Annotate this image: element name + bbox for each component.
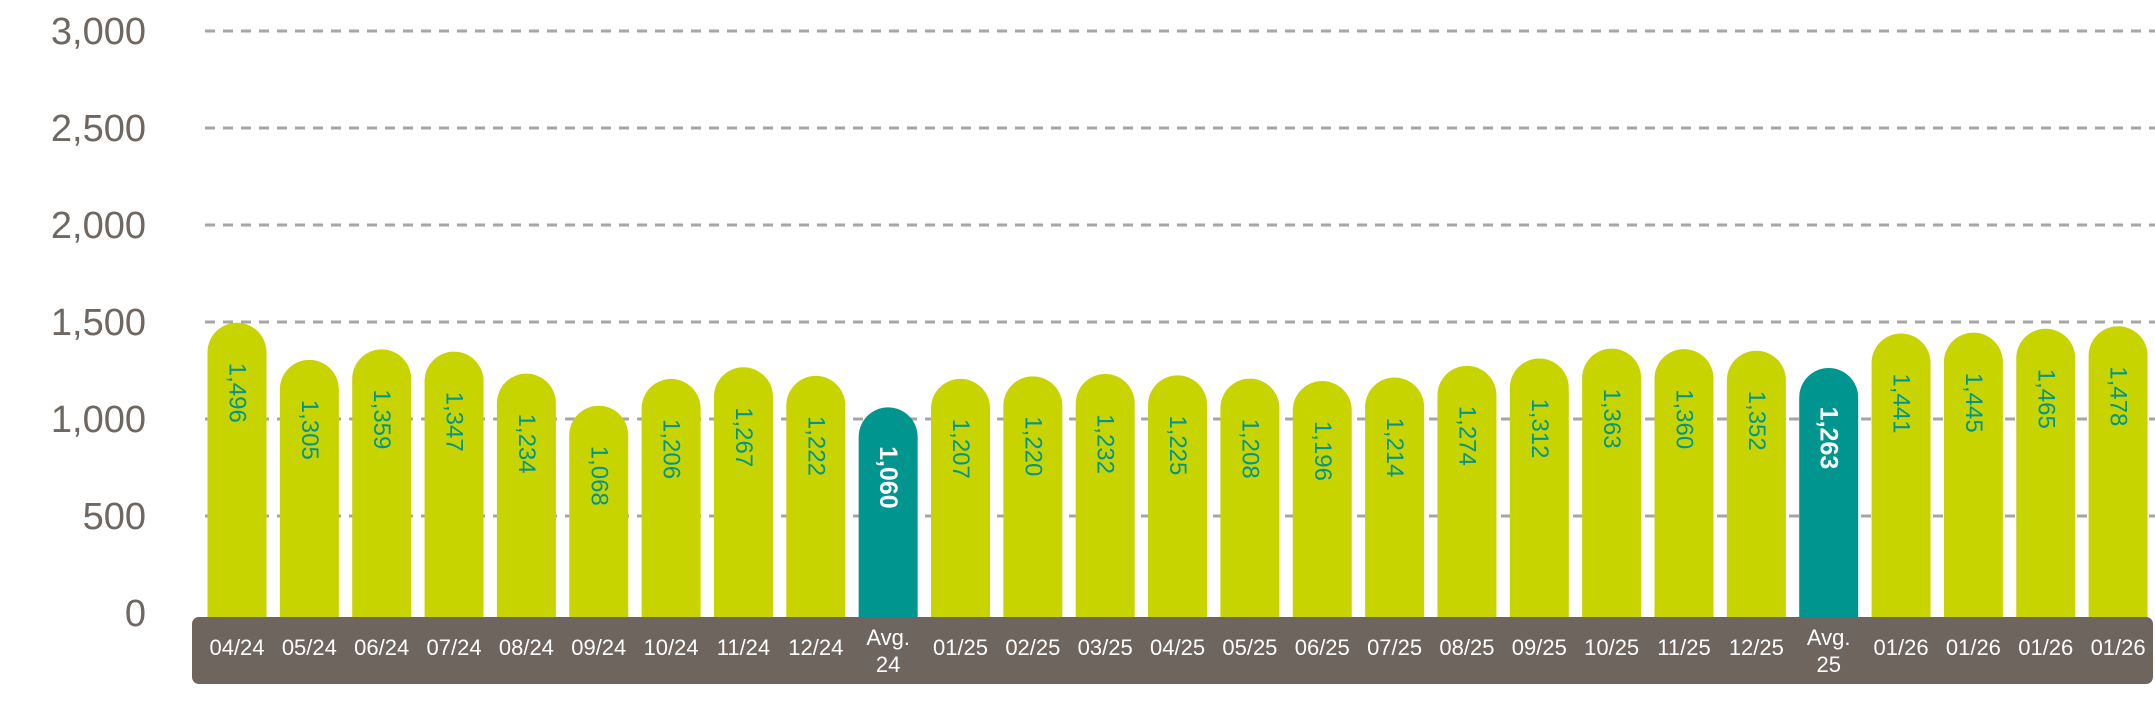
bar-value-label: 1,060 bbox=[874, 446, 902, 509]
bar-value-label: 1,465 bbox=[2032, 369, 2059, 429]
x-category-label: 09/24 bbox=[571, 635, 626, 660]
bar-value-labels: 1,496 1,305 1,359 1,347 1,234 1,068 1,206 1,267… bbox=[224, 363, 2132, 509]
bar-26 bbox=[2088, 326, 2148, 617]
x-category-label: 07/24 bbox=[427, 635, 482, 660]
bar-value-label: 1,214 bbox=[1381, 417, 1408, 477]
bar-value-label: 1,225 bbox=[1164, 415, 1191, 475]
bar-19 bbox=[1582, 348, 1642, 617]
x-category-label: 05/24 bbox=[282, 635, 337, 660]
bar-13 bbox=[1148, 375, 1208, 617]
bars bbox=[207, 322, 2148, 617]
bar-value-label: 1,478 bbox=[2105, 366, 2132, 426]
bar-value-label: 1,263 bbox=[1815, 407, 1843, 470]
y-tick-label: 500 bbox=[83, 496, 146, 538]
bar-5 bbox=[569, 405, 629, 617]
bar-value-label: 1,222 bbox=[802, 416, 829, 476]
bar-2 bbox=[352, 349, 412, 617]
bar-16 bbox=[1365, 377, 1425, 617]
category-band bbox=[192, 617, 2153, 684]
x-category-label: 11/24 bbox=[717, 635, 770, 660]
y-tick-label: 1,000 bbox=[51, 399, 146, 441]
x-category-label: Avg. bbox=[1807, 625, 1851, 650]
bar-1 bbox=[279, 359, 339, 617]
bar-25 bbox=[2016, 328, 2076, 617]
bar-value-label: 1,360 bbox=[1671, 389, 1698, 449]
bar-value-label: 1,232 bbox=[1092, 414, 1119, 474]
x-category-label: 07/25 bbox=[1367, 635, 1422, 660]
bar-9 bbox=[858, 407, 918, 617]
x-category-label: 05/25 bbox=[1222, 635, 1277, 660]
bar-value-label: 1,359 bbox=[368, 389, 395, 449]
bar-23 bbox=[1871, 333, 1931, 617]
bar-value-label: 1,496 bbox=[224, 363, 251, 423]
bar-17 bbox=[1437, 365, 1497, 617]
bar-value-label: 1,441 bbox=[1888, 373, 1915, 433]
bar-12 bbox=[1075, 373, 1135, 617]
bar-4 bbox=[496, 373, 556, 617]
x-category-label: 06/25 bbox=[1295, 635, 1350, 660]
x-category-label: 06/24 bbox=[354, 635, 409, 660]
x-category-label: 25 bbox=[1816, 652, 1840, 677]
bar-10 bbox=[931, 378, 990, 617]
bar-6 bbox=[641, 379, 701, 617]
bar-value-label: 1,234 bbox=[513, 414, 540, 474]
y-tick-label: 2,000 bbox=[51, 205, 146, 247]
x-category-label: 24 bbox=[876, 652, 900, 677]
x-category-label: 08/24 bbox=[499, 635, 554, 660]
x-category-label: Avg. bbox=[866, 625, 910, 650]
x-axis-category-labels: 04/24 05/24 06/24 07/24 08/24 09/24 10/24 11/24… bbox=[209, 625, 2145, 677]
bar-0 bbox=[207, 322, 267, 617]
bar-value-label: 1,267 bbox=[730, 407, 757, 467]
bar-value-label: 1,312 bbox=[1526, 398, 1553, 458]
bar-15 bbox=[1292, 380, 1352, 617]
bar-value-label: 1,274 bbox=[1453, 406, 1480, 466]
x-category-label: 08/25 bbox=[1439, 635, 1494, 660]
bar-11 bbox=[1003, 376, 1063, 617]
bar-7 bbox=[713, 367, 773, 617]
bar-8 bbox=[786, 375, 846, 617]
x-category-label: 01/26 bbox=[2018, 635, 2073, 660]
x-category-label: 12/24 bbox=[788, 635, 843, 660]
x-category-label: 09/25 bbox=[1512, 635, 1567, 660]
bar-3 bbox=[424, 351, 484, 617]
bar-value-label: 1,347 bbox=[441, 392, 468, 452]
y-tick-label: 2,500 bbox=[51, 108, 146, 150]
bar-18 bbox=[1509, 358, 1569, 617]
bar-20 bbox=[1654, 349, 1714, 617]
bar-value-label: 1,352 bbox=[1743, 391, 1770, 451]
bar-value-label: 1,206 bbox=[658, 419, 685, 479]
bar-14 bbox=[1220, 378, 1280, 617]
x-category-label: 01/26 bbox=[1946, 635, 2001, 660]
bar-value-label: 1,305 bbox=[296, 400, 323, 460]
x-category-label: 10/24 bbox=[644, 635, 699, 660]
x-category-label: 04/24 bbox=[209, 635, 264, 660]
y-tick-label: 1,500 bbox=[51, 302, 146, 344]
bar-value-label: 1,208 bbox=[1236, 419, 1263, 479]
x-category-label: 01/25 bbox=[933, 635, 988, 660]
x-category-label: 12/25 bbox=[1729, 635, 1784, 660]
x-category-label: 04/25 bbox=[1150, 635, 1205, 660]
y-axis-tick-labels: 0 500 1,000 1,500 2,000 2,500 3,000 bbox=[51, 11, 146, 635]
bar-21 bbox=[1726, 350, 1786, 617]
x-category-label: 03/25 bbox=[1078, 635, 1133, 660]
bar-value-label: 1,445 bbox=[1960, 373, 1987, 433]
y-tick-label: 0 bbox=[125, 593, 146, 635]
category-band-background bbox=[192, 617, 2153, 684]
bar-value-label: 1,068 bbox=[585, 446, 612, 506]
x-category-label: 01/26 bbox=[2091, 635, 2146, 660]
y-tick-label: 3,000 bbox=[51, 11, 146, 53]
bar-value-label: 1,207 bbox=[947, 419, 974, 479]
x-category-label: 10/25 bbox=[1584, 635, 1639, 660]
bar-24 bbox=[1943, 332, 2003, 617]
x-category-label: 11/25 bbox=[1657, 635, 1710, 660]
bar-value-label: 1,196 bbox=[1309, 421, 1336, 481]
x-category-label: 01/26 bbox=[1874, 635, 1929, 660]
bar-value-label: 1,220 bbox=[1019, 416, 1046, 476]
bar-22 bbox=[1799, 367, 1859, 617]
x-category-label: 02/25 bbox=[1005, 635, 1060, 660]
bar-value-label: 1,363 bbox=[1598, 389, 1625, 449]
